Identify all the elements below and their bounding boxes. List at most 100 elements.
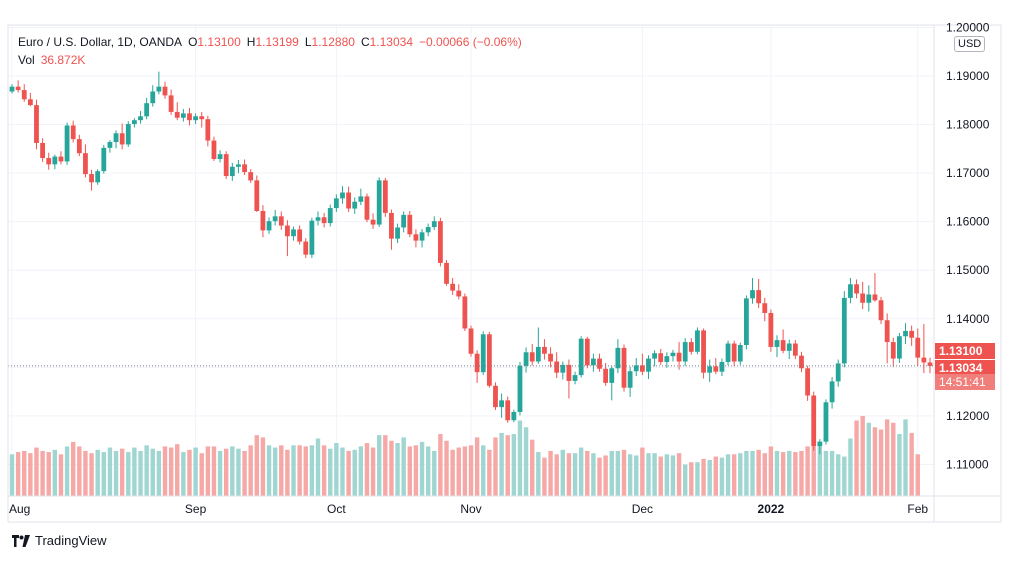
volume-bar [530, 439, 535, 496]
candle-body [236, 164, 241, 167]
volume-bar [450, 449, 455, 496]
candle [285, 220, 290, 257]
candle-body [786, 343, 792, 351]
volume-bar [230, 446, 235, 496]
candle-body [327, 208, 333, 224]
candle [609, 366, 615, 401]
volume-bar [646, 453, 651, 496]
candle-body [780, 340, 786, 351]
candle [719, 358, 725, 377]
candle-body [829, 381, 835, 403]
volume-bar [707, 459, 712, 496]
volume-bar [848, 438, 853, 496]
candle-body [823, 402, 829, 442]
candle-body [897, 336, 902, 359]
symbol-title[interactable]: Euro / U.S. Dollar, 1D, OANDA [18, 35, 183, 49]
volume-bar [254, 435, 259, 496]
volume-bar [370, 447, 376, 496]
time-tick-label: Nov [460, 502, 481, 516]
candle-body [750, 290, 755, 299]
volume-bar [248, 445, 253, 496]
candle [223, 151, 229, 179]
candle [389, 209, 394, 250]
candle-body [713, 366, 719, 372]
candle [401, 211, 407, 233]
candle-body [529, 352, 535, 362]
candle [786, 339, 792, 360]
candle-body [505, 400, 511, 421]
volume-bar [909, 432, 914, 496]
volume-bar [211, 446, 217, 496]
volume-bar [713, 456, 718, 496]
candle [34, 99, 39, 150]
candle-body [701, 330, 706, 373]
candle [101, 144, 107, 174]
candle [291, 226, 296, 241]
candle [217, 150, 223, 163]
candle [193, 113, 198, 125]
candle-body [725, 343, 731, 362]
candle [419, 228, 425, 248]
volume-bar [487, 449, 492, 496]
candle [884, 313, 890, 364]
candle-body [591, 358, 596, 366]
candle [180, 109, 186, 122]
candle-body [890, 342, 896, 359]
candle-body [909, 330, 915, 338]
candle [860, 281, 866, 310]
chart-outer-border [7, 24, 1002, 523]
candle-body [217, 154, 223, 160]
candle [909, 325, 915, 346]
volume-bar [389, 440, 394, 496]
candle-body [639, 365, 645, 372]
candle-body [744, 298, 749, 345]
time-tick-label: Aug [9, 502, 30, 516]
time-axis[interactable]: Aug Sep Oct Nov Dec 2022 Feb [9, 502, 928, 516]
candle [762, 297, 768, 322]
candle [107, 140, 113, 153]
price-tick-label: 1.11000 [946, 457, 989, 471]
candle [603, 362, 609, 386]
candle-body [64, 125, 70, 162]
candle [725, 340, 731, 366]
volume-bar [309, 445, 315, 496]
volume-bar [640, 447, 645, 496]
candle [591, 353, 596, 372]
candle [138, 110, 143, 124]
candle-body [774, 340, 780, 347]
candle-body [340, 192, 345, 199]
volume-bar [670, 455, 676, 496]
volume-bar [756, 449, 761, 496]
volume-bar [126, 452, 131, 496]
candle [542, 339, 547, 360]
candle [707, 359, 713, 382]
brand-name: TradingView [35, 533, 107, 548]
candle [27, 92, 33, 107]
candle-body [132, 120, 137, 125]
volume-bar [548, 450, 553, 496]
candle [297, 225, 303, 245]
volume-bar [799, 450, 804, 496]
volume-bar [854, 420, 859, 496]
candle-body [315, 217, 321, 221]
candle-body [688, 342, 694, 352]
candle-body [517, 365, 523, 412]
currency-button[interactable]: USD [954, 36, 986, 52]
tradingview-brand[interactable]: TradingView [12, 533, 107, 548]
candle [205, 115, 211, 147]
candle-body [125, 124, 131, 145]
candle-body [321, 217, 327, 224]
candle [407, 210, 413, 238]
volume-bar [107, 447, 113, 496]
candle [535, 327, 541, 364]
candle [309, 217, 315, 259]
candle-body [548, 353, 553, 362]
volume-bar [77, 446, 82, 496]
candle [236, 159, 241, 174]
volume-bar [505, 435, 510, 496]
volume-bar [425, 446, 431, 496]
open-value: 1.13100 [197, 35, 241, 49]
volume-bar [591, 453, 596, 496]
volume-bar [52, 449, 58, 496]
